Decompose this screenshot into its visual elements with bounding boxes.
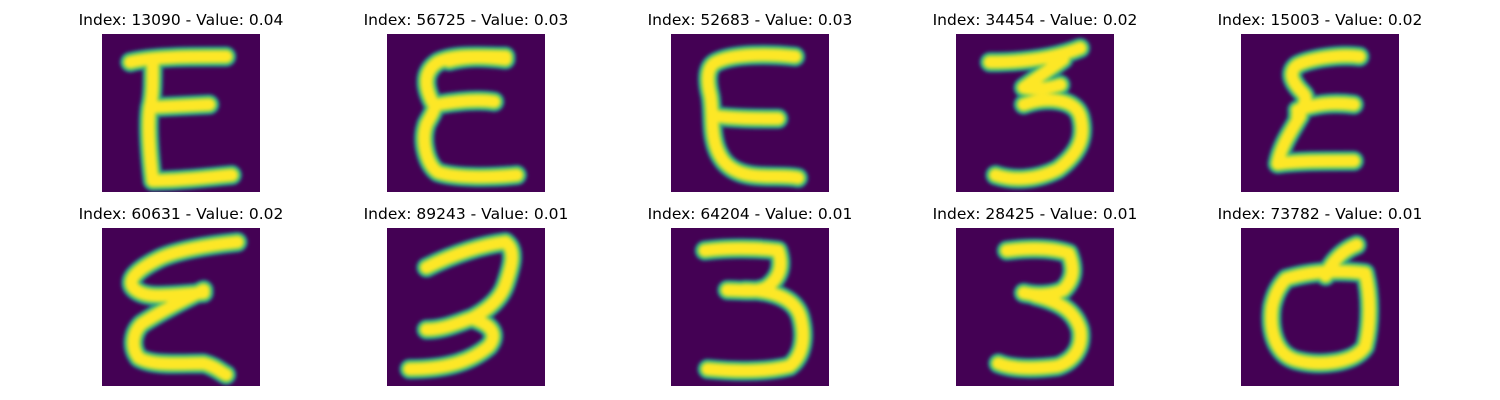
digit-stroke xyxy=(983,42,1087,69)
digit-stroke xyxy=(1291,97,1360,117)
panel-title: Index: 60631 - Value: 0.02 xyxy=(78,205,284,223)
digit-image xyxy=(102,34,260,192)
digit-stroke xyxy=(1319,239,1363,282)
digit-panel-9: Index: 28425 - Value: 0.01 xyxy=(933,205,1137,386)
digit-panel-2: Index: 56725 - Value: 0.03 xyxy=(364,11,568,192)
digit-stroke xyxy=(125,236,244,302)
digit-stroke xyxy=(403,312,499,375)
digit-stroke xyxy=(431,94,501,111)
digit-image xyxy=(1241,34,1399,192)
digit-panel-4: Index: 34454 - Value: 0.02 xyxy=(933,11,1137,192)
panel-title: Index: 89243 - Value: 0.01 xyxy=(363,205,569,223)
digit-panel-5: Index: 15003 - Value: 0.02 xyxy=(1218,11,1422,192)
digit-stroke xyxy=(1017,53,1070,95)
digit-stroke-core xyxy=(992,242,1087,375)
digit-stroke-core xyxy=(1271,49,1366,170)
digit-stroke xyxy=(989,94,1089,185)
panel-title: Index: 15003 - Value: 0.02 xyxy=(1217,11,1423,29)
digit-stroke xyxy=(142,56,159,187)
digit-image xyxy=(671,34,829,192)
digit-panel-1: Index: 13090 - Value: 0.04 xyxy=(79,11,283,192)
digit-panel-10: Index: 73782 - Value: 0.01 xyxy=(1218,205,1422,386)
digit-stroke xyxy=(707,109,785,125)
panel-title: Index: 73782 - Value: 0.01 xyxy=(1217,205,1423,223)
digit-stroke xyxy=(1271,109,1360,170)
digit-stroke-core xyxy=(983,42,1089,185)
digit-stroke-core xyxy=(1265,239,1376,370)
digit-stroke xyxy=(144,98,216,114)
digit-panel-8: Index: 64204 - Value: 0.01 xyxy=(648,205,852,386)
digit-image xyxy=(1241,228,1399,386)
digit-stroke-core xyxy=(403,236,518,375)
digit-stroke xyxy=(443,51,512,68)
panel-title: Index: 34454 - Value: 0.02 xyxy=(932,11,1138,29)
digit-stroke xyxy=(146,169,238,187)
digit-image xyxy=(956,228,1114,386)
digit-image xyxy=(671,228,829,386)
digit-image xyxy=(956,34,1114,192)
digit-stroke xyxy=(1265,265,1376,370)
digit-image xyxy=(387,228,545,386)
panel-title: Index: 13090 - Value: 0.04 xyxy=(78,11,284,29)
digit-stroke-core xyxy=(702,48,804,184)
digit-panel-3: Index: 52683 - Value: 0.03 xyxy=(648,11,852,192)
digit-stroke xyxy=(420,236,518,336)
panel-title: Index: 56725 - Value: 0.03 xyxy=(363,11,569,29)
panel-title: Index: 28425 - Value: 0.01 xyxy=(932,205,1138,223)
digit-stroke-core xyxy=(124,50,238,187)
digit-stroke xyxy=(992,289,1087,375)
digit-stroke-core xyxy=(418,50,523,183)
digit-stroke-core xyxy=(698,242,809,377)
panel-title: Index: 64204 - Value: 0.01 xyxy=(647,205,853,223)
panel-title: Index: 52683 - Value: 0.03 xyxy=(647,11,853,29)
digit-panel-7: Index: 89243 - Value: 0.01 xyxy=(364,205,568,386)
digit-stroke xyxy=(701,284,809,377)
digit-stroke-core xyxy=(125,236,244,381)
digit-stroke xyxy=(124,50,233,69)
digit-stroke xyxy=(127,284,233,381)
digit-image xyxy=(102,228,260,386)
digit-panel-6: Index: 60631 - Value: 0.02 xyxy=(79,205,283,386)
digit-image xyxy=(387,34,545,192)
